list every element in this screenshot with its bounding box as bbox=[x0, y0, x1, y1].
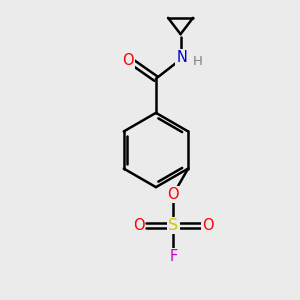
Text: N: N bbox=[176, 50, 187, 65]
Text: H: H bbox=[193, 55, 203, 68]
Text: O: O bbox=[167, 187, 179, 202]
Text: O: O bbox=[133, 218, 144, 233]
Text: S: S bbox=[168, 218, 178, 233]
Text: O: O bbox=[202, 218, 214, 233]
Text: O: O bbox=[122, 52, 134, 68]
Text: F: F bbox=[169, 249, 177, 264]
